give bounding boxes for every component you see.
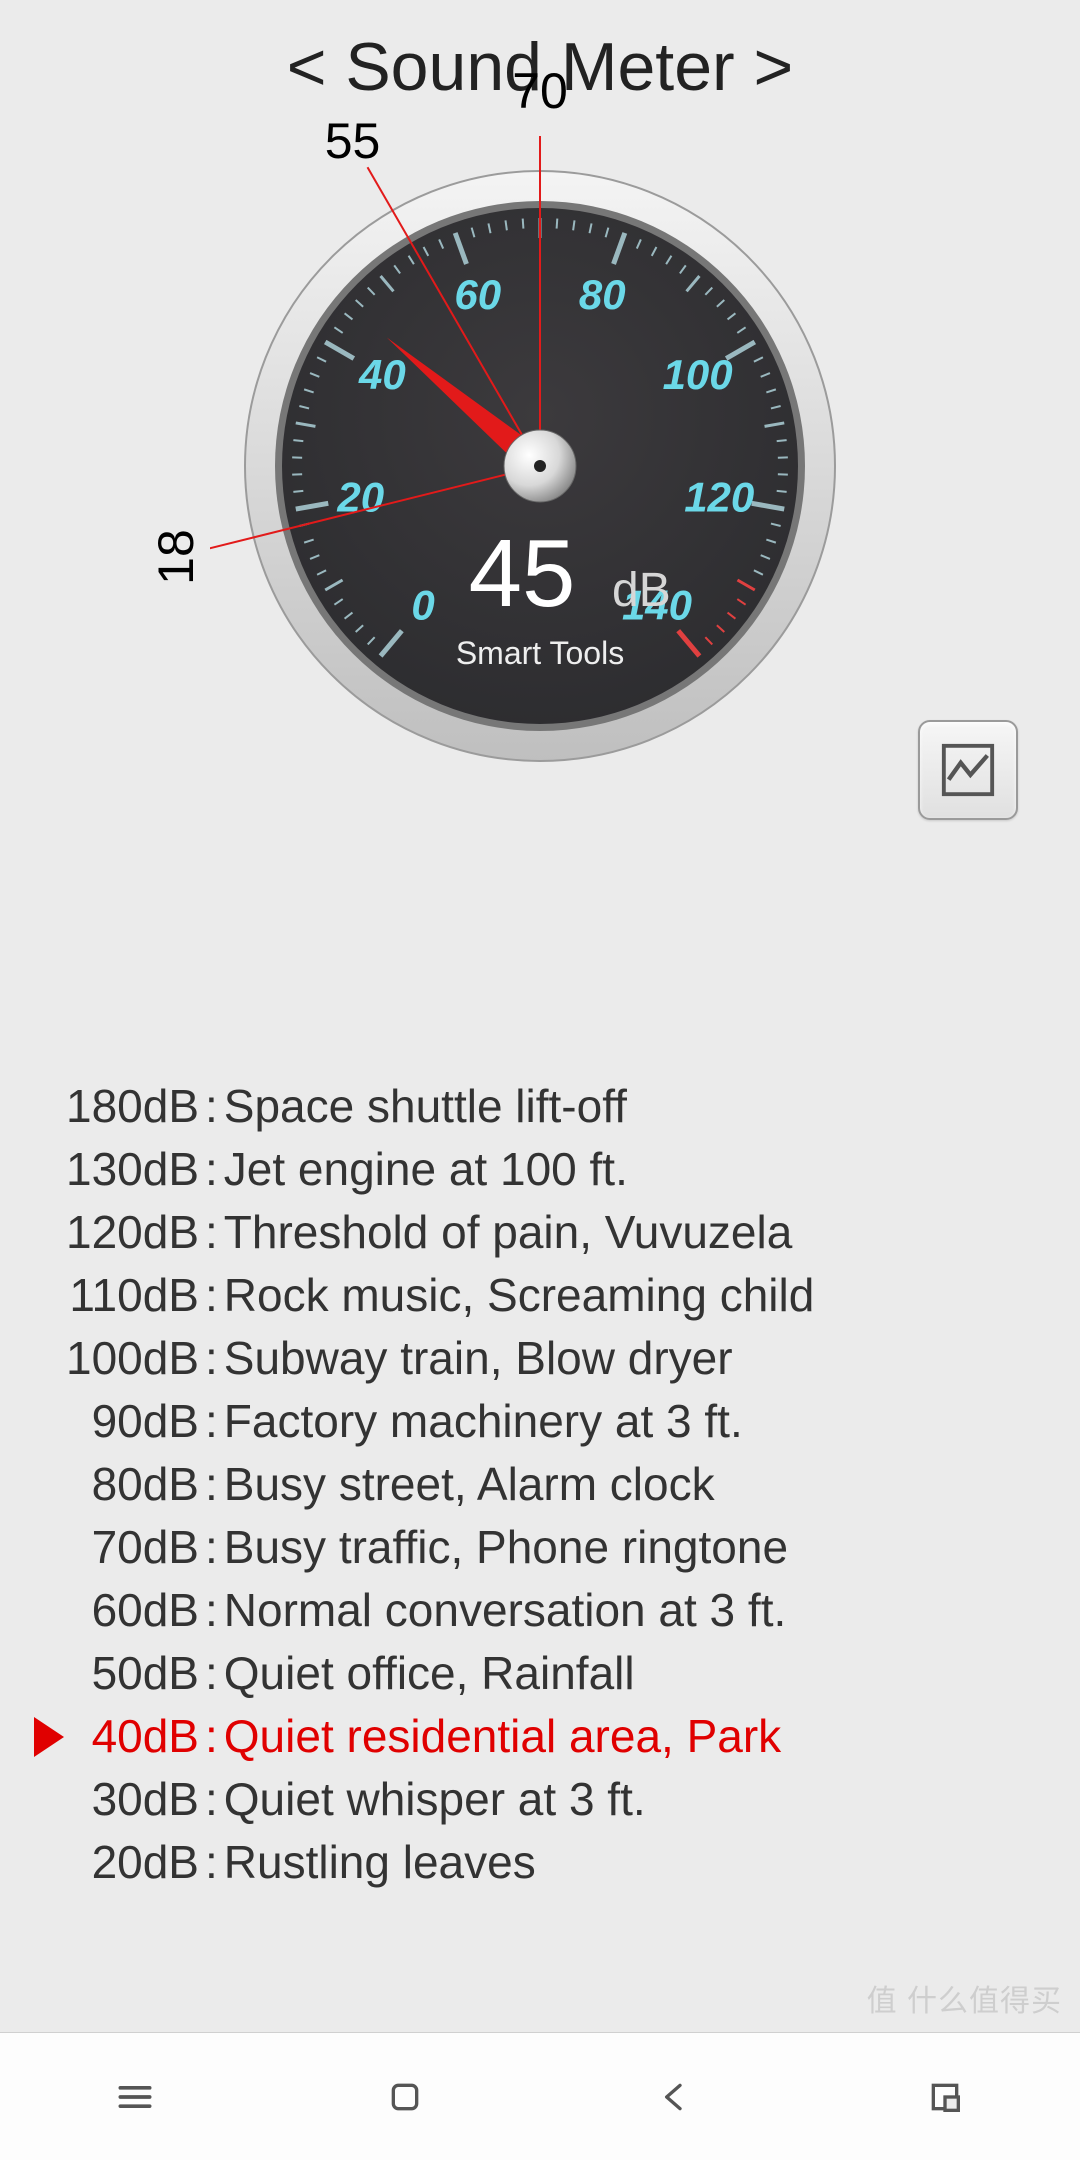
reference-row: 50dB : Quiet office, Rainfall — [34, 1642, 1046, 1705]
reference-desc: Quiet residential area, Park — [224, 1705, 1046, 1768]
nav-home-icon[interactable] — [375, 2067, 435, 2127]
current-level-marker-icon — [34, 1717, 64, 1757]
svg-text:80: 80 — [579, 271, 626, 318]
reference-db: 20dB — [34, 1831, 199, 1894]
reference-desc: Rustling leaves — [224, 1831, 1046, 1894]
reference-desc: Normal conversation at 3 ft. — [224, 1579, 1046, 1642]
reference-row: 100dB : Subway train, Blow dryer — [34, 1327, 1046, 1390]
reference-db: 180dB — [34, 1075, 199, 1138]
svg-text:Smart Tools: Smart Tools — [456, 635, 624, 671]
reference-db: 120dB — [34, 1201, 199, 1264]
reference-desc: Quiet whisper at 3 ft. — [224, 1768, 1046, 1831]
reference-db: 110dB — [34, 1264, 199, 1327]
reference-desc: Subway train, Blow dryer — [224, 1327, 1046, 1390]
reference-row: 70dB : Busy traffic, Phone ringtone — [34, 1516, 1046, 1579]
nav-back-icon[interactable] — [645, 2067, 705, 2127]
svg-text:60: 60 — [454, 271, 501, 318]
svg-text:20: 20 — [336, 474, 384, 521]
reference-db: 130dB — [34, 1138, 199, 1201]
svg-text:40: 40 — [358, 351, 406, 398]
reference-desc: Space shuttle lift-off — [224, 1075, 1046, 1138]
gauge[interactable]: 02040608010012014045dBSmart Tools — [210, 136, 870, 796]
reference-desc: Jet engine at 100 ft. — [224, 1138, 1046, 1201]
reference-db: 100dB — [34, 1327, 199, 1390]
nav-menu-icon[interactable] — [105, 2067, 165, 2127]
reference-desc: Factory machinery at 3 ft. — [224, 1390, 1046, 1453]
svg-text:0: 0 — [411, 581, 434, 628]
reference-row: 30dB : Quiet whisper at 3 ft. — [34, 1768, 1046, 1831]
reference-row: 80dB : Busy street, Alarm clock — [34, 1453, 1046, 1516]
gauge-marker-label: 18 — [147, 529, 205, 585]
svg-text:100: 100 — [663, 351, 733, 398]
chart-icon — [939, 741, 997, 799]
reference-row: 110dB : Rock music, Screaming child — [34, 1264, 1046, 1327]
gauge-area: 02040608010012014045dBSmart Tools 185570 — [0, 106, 1080, 826]
chart-button[interactable] — [918, 720, 1018, 820]
reference-row: 60dB : Normal conversation at 3 ft. — [34, 1579, 1046, 1642]
reference-row: 90dB : Factory machinery at 3 ft. — [34, 1390, 1046, 1453]
watermark: 值 什么值得买 — [867, 1976, 1062, 2020]
reference-db: 80dB — [34, 1453, 199, 1516]
reference-row: 120dB : Threshold of pain, Vuvuzela — [34, 1201, 1046, 1264]
svg-text:120: 120 — [684, 474, 754, 521]
svg-text:dB: dB — [612, 564, 671, 617]
reference-db: 70dB — [34, 1516, 199, 1579]
reference-list: 180dB : Space shuttle lift-off130dB : Je… — [0, 1075, 1080, 1894]
nav-expand-icon[interactable] — [915, 2067, 975, 2127]
gauge-marker-label: 70 — [512, 62, 568, 120]
gauge-marker-label: 55 — [325, 112, 381, 170]
reference-desc: Busy street, Alarm clock — [224, 1453, 1046, 1516]
reference-desc: Busy traffic, Phone ringtone — [224, 1516, 1046, 1579]
reference-db: 30dB — [34, 1768, 199, 1831]
reference-db: 90dB — [34, 1390, 199, 1453]
reference-row: 20dB : Rustling leaves — [34, 1831, 1046, 1894]
reference-desc: Threshold of pain, Vuvuzela — [224, 1201, 1046, 1264]
reference-desc: Rock music, Screaming child — [224, 1264, 1046, 1327]
system-navbar — [0, 2032, 1080, 2160]
reference-row: 40dB : Quiet residential area, Park — [34, 1705, 1046, 1768]
reference-db: 50dB — [34, 1642, 199, 1705]
reference-row: 180dB : Space shuttle lift-off — [34, 1075, 1046, 1138]
reference-desc: Quiet office, Rainfall — [224, 1642, 1046, 1705]
reference-row: 130dB : Jet engine at 100 ft. — [34, 1138, 1046, 1201]
svg-text:45: 45 — [469, 520, 576, 627]
reference-db: 60dB — [34, 1579, 199, 1642]
